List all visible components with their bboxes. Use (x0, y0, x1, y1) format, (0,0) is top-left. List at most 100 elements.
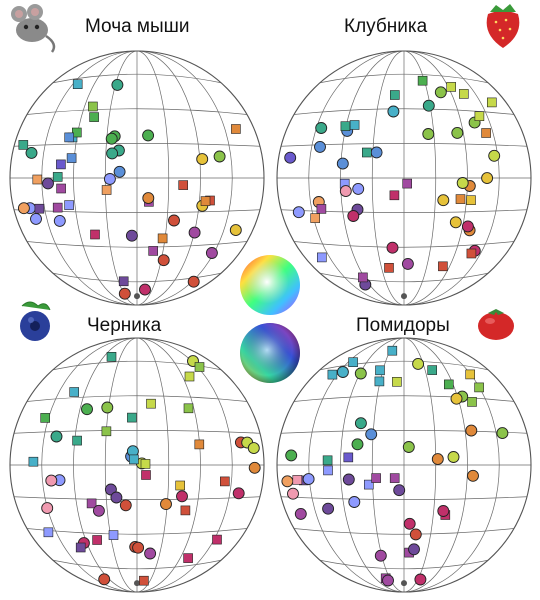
panel-tomato: Помидоры (276, 309, 532, 593)
square-marker (52, 172, 63, 182)
square-marker (146, 398, 156, 409)
parallel-line (319, 360, 489, 371)
square-marker (40, 413, 51, 423)
circle-marker (402, 441, 415, 453)
panel-title: Клубника (344, 16, 428, 37)
square-marker (316, 204, 327, 214)
circle-marker (467, 469, 479, 482)
square-marker (127, 412, 137, 423)
panel-strawberry: Клубника (276, 4, 532, 306)
circle-marker (292, 206, 305, 219)
square-marker (72, 435, 82, 446)
circle-marker (449, 216, 462, 229)
circle-marker (132, 541, 145, 554)
square-marker (194, 362, 205, 372)
square-marker (86, 498, 97, 509)
panel-title: Черника (87, 315, 162, 336)
circle-marker (401, 257, 414, 270)
panel-mouse-urine: Моча мыши (9, 4, 265, 306)
circle-marker (110, 491, 123, 504)
circle-marker (386, 241, 399, 254)
square-marker (363, 479, 374, 490)
circle-marker (25, 146, 38, 159)
square-marker (389, 190, 400, 201)
parallel-line (293, 108, 515, 115)
parallel-line (281, 209, 527, 213)
circle-marker (232, 487, 245, 500)
strawberry-icon (486, 4, 520, 48)
circle-marker (465, 424, 478, 437)
square-marker (481, 128, 491, 138)
square-marker (231, 124, 241, 134)
stereonet-grid (276, 50, 532, 306)
square-marker (349, 120, 360, 130)
circle-marker (352, 182, 365, 195)
circle-marker (382, 574, 394, 587)
parallel-line (281, 143, 527, 147)
square-marker (486, 97, 497, 108)
square-marker (327, 369, 338, 380)
square-marker (474, 111, 485, 121)
circle-marker (422, 99, 435, 112)
hue-sphere-light (240, 255, 300, 315)
marker-layer (28, 351, 261, 586)
square-marker (348, 357, 358, 368)
square-marker (371, 473, 381, 483)
circle-marker (488, 149, 501, 162)
marker-layer (281, 345, 509, 587)
circle-marker (111, 78, 124, 91)
square-marker (148, 246, 158, 256)
circle-marker (409, 528, 422, 541)
square-marker (108, 530, 119, 540)
square-marker (56, 159, 66, 170)
circle-marker (125, 229, 138, 242)
square-marker (446, 82, 457, 92)
square-marker (180, 505, 191, 516)
panel-blueberry: Черника (9, 301, 265, 593)
square-marker (141, 470, 151, 480)
circle-marker (81, 403, 93, 416)
circle-marker (113, 165, 126, 178)
stereonet-grid (9, 50, 265, 306)
square-marker (92, 535, 102, 545)
circle-marker (437, 194, 450, 207)
square-marker (52, 202, 63, 213)
stereonet-rim (276, 50, 532, 306)
square-marker (292, 475, 303, 485)
marker-layer (17, 78, 242, 300)
circle-marker (437, 505, 450, 517)
circle-marker (157, 254, 170, 267)
square-marker (322, 455, 333, 466)
circle-marker (205, 247, 218, 259)
circle-marker (98, 573, 111, 586)
square-marker (118, 276, 129, 287)
circle-marker (53, 214, 66, 227)
circle-marker (139, 283, 151, 296)
square-marker (466, 195, 476, 205)
parallel-line (319, 73, 489, 84)
square-marker (438, 261, 448, 272)
circle-marker (351, 438, 364, 451)
circle-marker (403, 517, 416, 530)
square-marker (157, 233, 168, 244)
square-marker (101, 185, 112, 195)
circle-marker (42, 177, 54, 190)
circle-marker (247, 442, 260, 455)
stereonet-grid (276, 337, 532, 593)
square-marker (139, 575, 149, 586)
circle-marker (30, 212, 42, 225)
circle-marker (294, 507, 307, 520)
circle-marker (354, 417, 367, 430)
square-marker (140, 459, 151, 469)
circle-marker (188, 226, 201, 239)
square-marker (101, 426, 112, 437)
square-marker (343, 452, 354, 463)
panel-title: Помидоры (356, 315, 450, 336)
square-marker (387, 345, 398, 356)
square-marker (374, 376, 385, 387)
circle-marker (315, 122, 328, 134)
parallel-line (26, 108, 248, 115)
circle-marker (168, 214, 180, 227)
circle-marker (284, 151, 297, 164)
